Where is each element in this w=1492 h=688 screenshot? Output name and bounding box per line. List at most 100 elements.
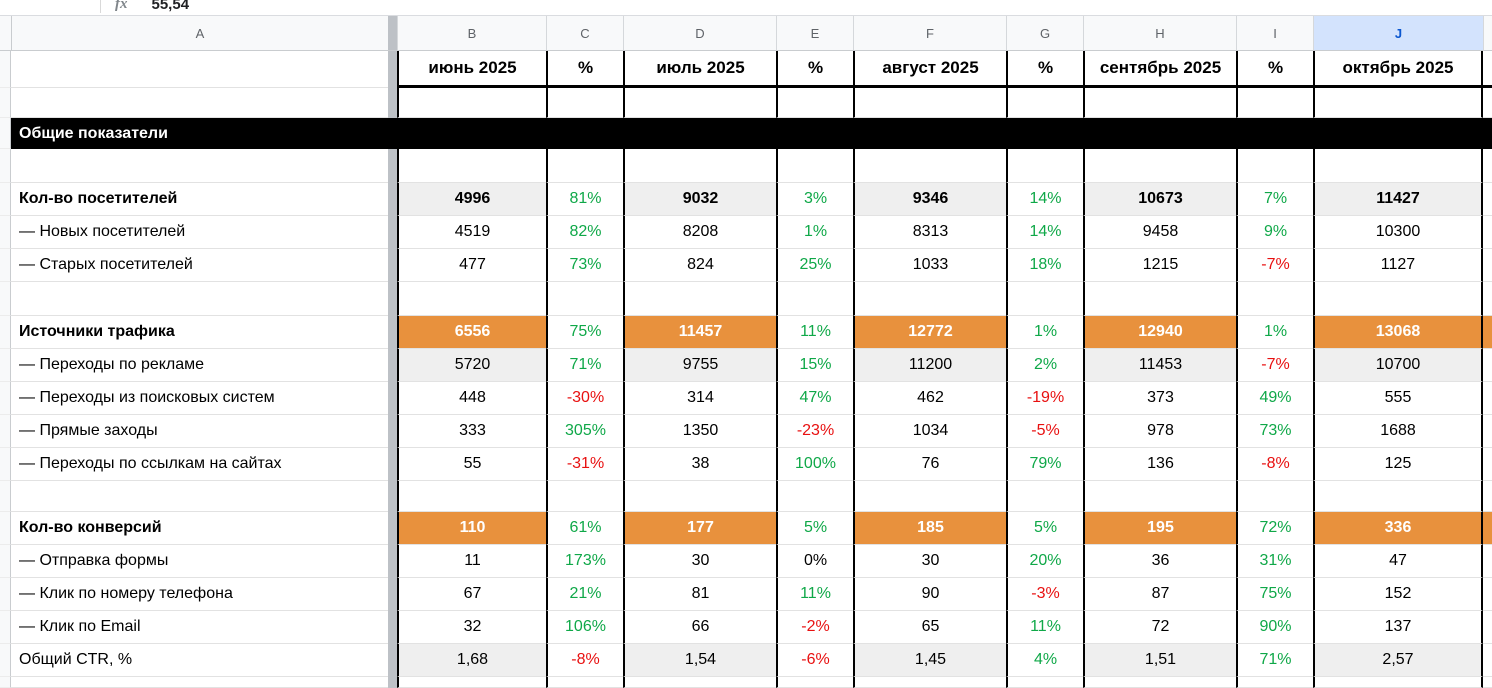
cell-D[interactable]: 38 xyxy=(623,448,776,481)
frozen-pane-divider[interactable] xyxy=(388,349,397,382)
cell-E[interactable] xyxy=(776,149,853,183)
cell-J[interactable] xyxy=(1313,677,1483,688)
cell-F[interactable]: 8313 xyxy=(853,216,1006,249)
cell-D[interactable] xyxy=(623,88,776,118)
cell-J[interactable] xyxy=(1313,149,1483,183)
row-header[interactable] xyxy=(0,677,11,688)
cell-H[interactable]: 87 xyxy=(1083,578,1236,611)
cell-I[interactable]: 31% xyxy=(1236,545,1313,578)
row-label-cell[interactable]: — Отправка формы xyxy=(11,545,388,578)
cell-C[interactable] xyxy=(546,481,623,512)
cell-I[interactable]: % xyxy=(1236,51,1313,88)
cell-J[interactable]: 10700 xyxy=(1313,349,1483,382)
cell-C[interactable]: 73% xyxy=(546,249,623,282)
cell-F[interactable]: 11200 xyxy=(853,349,1006,382)
cell-F[interactable]: 1033 xyxy=(853,249,1006,282)
row-label-cell[interactable]: Кол-во посетителей xyxy=(11,183,388,216)
cell-B[interactable] xyxy=(397,149,546,183)
row-header[interactable] xyxy=(0,51,11,88)
row-label-cell[interactable]: — Старых посетителей xyxy=(11,249,388,282)
section-banner[interactable]: Общие показатели xyxy=(11,118,1492,149)
column-header-E[interactable]: E xyxy=(776,16,853,51)
cell-D[interactable]: 177 xyxy=(623,512,776,545)
row-label-cell[interactable] xyxy=(11,149,388,183)
cell-J[interactable]: 1688 xyxy=(1313,415,1483,448)
column-header-I[interactable]: I xyxy=(1236,16,1313,51)
row-label-cell[interactable]: — Клик по Email xyxy=(11,611,388,644)
cell-G[interactable]: 14% xyxy=(1006,183,1083,216)
row-header[interactable] xyxy=(0,578,11,611)
cell-D[interactable]: 30 xyxy=(623,545,776,578)
row-header[interactable] xyxy=(0,611,11,644)
row-header[interactable] xyxy=(0,216,11,249)
row-label-cell[interactable]: — Прямые заходы xyxy=(11,415,388,448)
cell-H[interactable] xyxy=(1083,677,1236,688)
cell-E[interactable]: % xyxy=(776,51,853,88)
cell-D[interactable] xyxy=(623,282,776,316)
cell-H[interactable] xyxy=(1083,481,1236,512)
frozen-pane-divider[interactable] xyxy=(388,316,397,349)
cell-I[interactable]: -7% xyxy=(1236,249,1313,282)
cell-E[interactable]: 5% xyxy=(776,512,853,545)
cell-C[interactable]: -8% xyxy=(546,644,623,677)
cell-H[interactable]: 36 xyxy=(1083,545,1236,578)
cell-F[interactable] xyxy=(853,481,1006,512)
cell-I[interactable] xyxy=(1236,149,1313,183)
cell-E[interactable] xyxy=(776,677,853,688)
cell-E[interactable]: 11% xyxy=(776,578,853,611)
cell-J[interactable]: 1127 xyxy=(1313,249,1483,282)
cell-F[interactable]: 1034 xyxy=(853,415,1006,448)
cell-G[interactable] xyxy=(1006,149,1083,183)
cell-B[interactable]: 5720 xyxy=(397,349,546,382)
cell-B[interactable]: 55 xyxy=(397,448,546,481)
cell-J[interactable]: 13068 xyxy=(1313,316,1483,349)
cell-B[interactable]: 477 xyxy=(397,249,546,282)
frozen-pane-divider[interactable] xyxy=(388,88,397,118)
row-header[interactable] xyxy=(0,644,11,677)
frozen-pane-divider[interactable] xyxy=(388,249,397,282)
frozen-pane-divider[interactable] xyxy=(388,611,397,644)
column-header-B[interactable]: B xyxy=(397,16,546,51)
cell-I[interactable]: 7% xyxy=(1236,183,1313,216)
cell-H[interactable]: 9458 xyxy=(1083,216,1236,249)
cell-I[interactable]: 73% xyxy=(1236,415,1313,448)
cell-F[interactable]: 1,45 xyxy=(853,644,1006,677)
row-label-cell[interactable] xyxy=(11,88,388,118)
frozen-pane-divider[interactable] xyxy=(388,545,397,578)
frozen-pane-divider[interactable] xyxy=(388,481,397,512)
cell-F[interactable] xyxy=(853,88,1006,118)
cell-D[interactable]: 314 xyxy=(623,382,776,415)
cell-G[interactable]: -3% xyxy=(1006,578,1083,611)
cell-F[interactable] xyxy=(853,677,1006,688)
row-header[interactable] xyxy=(0,316,11,349)
cell-H[interactable] xyxy=(1083,282,1236,316)
cell-C[interactable]: 71% xyxy=(546,349,623,382)
cell-D[interactable]: 11457 xyxy=(623,316,776,349)
cell-E[interactable]: 0% xyxy=(776,545,853,578)
cell-H[interactable]: 1215 xyxy=(1083,249,1236,282)
cell-J[interactable]: октябрь 2025 xyxy=(1313,51,1483,88)
cell-B[interactable] xyxy=(397,481,546,512)
cell-B[interactable]: 110 xyxy=(397,512,546,545)
cell-C[interactable]: 81% xyxy=(546,183,623,216)
cell-E[interactable]: 15% xyxy=(776,349,853,382)
cell-H[interactable]: 11453 xyxy=(1083,349,1236,382)
cell-G[interactable]: 14% xyxy=(1006,216,1083,249)
cell-D[interactable]: 8208 xyxy=(623,216,776,249)
cell-D[interactable]: 824 xyxy=(623,249,776,282)
cell-E[interactable]: -23% xyxy=(776,415,853,448)
row-label-cell[interactable]: — Переходы по ссылкам на сайтах xyxy=(11,448,388,481)
frozen-pane-divider[interactable] xyxy=(388,149,397,183)
row-header[interactable] xyxy=(0,545,11,578)
cell-F[interactable]: 90 xyxy=(853,578,1006,611)
cell-E[interactable] xyxy=(776,282,853,316)
cell-H[interactable]: 10673 xyxy=(1083,183,1236,216)
cell-G[interactable]: 2% xyxy=(1006,349,1083,382)
cell-C[interactable]: % xyxy=(546,51,623,88)
cell-B[interactable]: 448 xyxy=(397,382,546,415)
row-header[interactable] xyxy=(0,415,11,448)
cell-E[interactable]: 3% xyxy=(776,183,853,216)
cell-J[interactable]: 137 xyxy=(1313,611,1483,644)
cell-H[interactable] xyxy=(1083,88,1236,118)
cell-J[interactable]: 47 xyxy=(1313,545,1483,578)
